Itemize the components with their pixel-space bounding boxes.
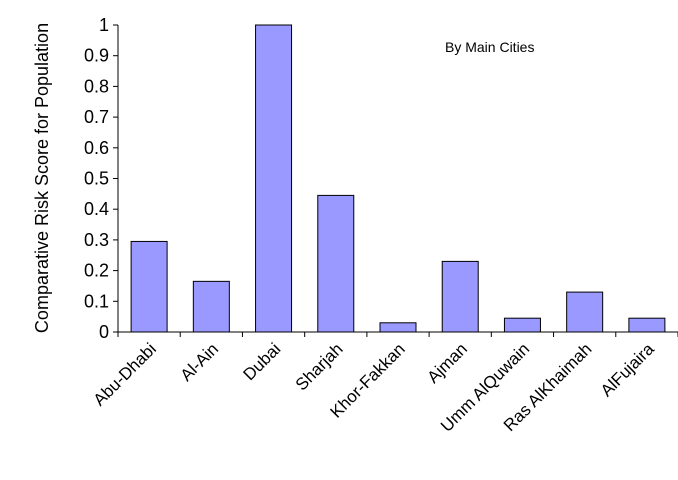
bars-group <box>130 24 666 333</box>
y-tick-label: 0.1 <box>84 291 109 311</box>
y-tick-label: 0 <box>99 322 109 342</box>
chart-annotation: By Main Cities <box>445 39 534 55</box>
x-category-label: Dubai <box>240 339 285 384</box>
y-tick-label: 0.8 <box>84 76 109 96</box>
bar-ajman <box>441 260 479 333</box>
y-tick-label: 0.2 <box>84 261 109 281</box>
bar-al-ain <box>192 280 230 333</box>
y-tick-label: 0.9 <box>84 46 109 66</box>
x-category-label: Sharjah <box>292 339 347 394</box>
x-category-label: Ajman <box>424 339 472 387</box>
bar-abu-dhabi <box>130 240 168 333</box>
bar-umm-alquwain <box>503 317 541 333</box>
y-tick-label: 0.5 <box>84 169 109 189</box>
x-category-label: Abu-Dhabi <box>90 339 160 409</box>
x-category-label: Al-Ain <box>177 339 223 385</box>
bar-dubai <box>255 24 293 333</box>
y-tick-label: 0.7 <box>84 107 109 127</box>
y-tick-label: 1 <box>99 15 109 35</box>
bar-sharjah <box>317 194 355 333</box>
y-ticks-group: 0 0.1 0.2 0.3 0.4 0.5 0.6 0.7 0.8 0.9 1 <box>84 15 118 342</box>
bar-ras-alkhaimah <box>566 291 604 333</box>
bar-khor-fakkan <box>379 322 417 333</box>
y-tick-label: 0.4 <box>84 199 109 219</box>
y-tick-label: 0.6 <box>84 138 109 158</box>
x-category-label: AlFujaira <box>597 339 658 400</box>
y-axis-label: Comparative Risk Score for Population <box>32 23 52 333</box>
y-tick-label: 0.3 <box>84 230 109 250</box>
bar-alfujaira <box>628 317 666 333</box>
